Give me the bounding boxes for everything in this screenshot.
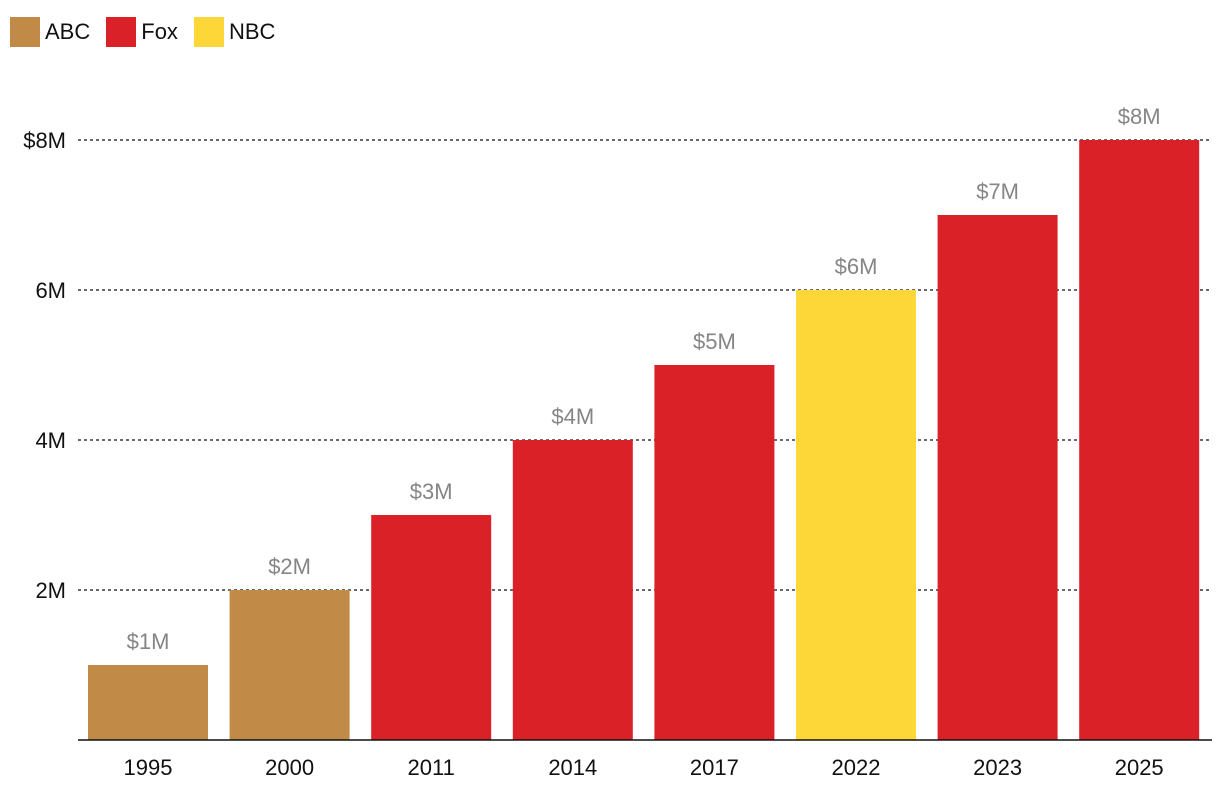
legend-item-fox: Fox — [106, 17, 178, 47]
bar-2023 — [937, 215, 1058, 740]
value-label: $3M — [410, 479, 453, 504]
legend-label-abc: ABC — [45, 19, 91, 44]
bar-1995 — [88, 665, 208, 740]
legend: ABC Fox NBC — [10, 17, 291, 47]
value-label: $8M — [1118, 104, 1161, 129]
x-tick-label: 2014 — [548, 755, 597, 780]
x-tick-label: 2017 — [690, 755, 739, 780]
x-tick-label: 2023 — [973, 755, 1022, 780]
bar-2025 — [1079, 140, 1200, 740]
x-tick-label: 1995 — [124, 755, 173, 780]
y-tick-label: 4M — [35, 428, 66, 453]
value-label: $2M — [268, 554, 311, 579]
legend-label-fox: Fox — [141, 19, 178, 44]
value-label: $6M — [835, 254, 878, 279]
bar-2014 — [512, 440, 633, 740]
value-label: $7M — [976, 179, 1019, 204]
x-tick-label: 2022 — [832, 755, 881, 780]
legend-swatch-nbc — [193, 17, 224, 47]
bar-2022 — [796, 290, 916, 740]
legend-item-abc: ABC — [10, 17, 90, 47]
legend-item-nbc: NBC — [193, 17, 276, 47]
bar-2011 — [371, 515, 492, 740]
x-tick-label: 2000 — [265, 755, 314, 780]
y-tick-label: 6M — [35, 278, 66, 303]
value-label: $4M — [551, 404, 594, 429]
legend-swatch-fox — [106, 17, 137, 47]
legend-label-nbc: NBC — [228, 19, 276, 44]
y-tick-label: 2M — [35, 578, 66, 603]
value-label: $5M — [693, 329, 736, 354]
y-tick-label: $8M — [23, 128, 66, 153]
x-tick-label: 2025 — [1115, 755, 1164, 780]
bar-2017 — [654, 365, 775, 740]
value-label: $1M — [127, 629, 170, 654]
bar-2000 — [229, 590, 350, 740]
legend-swatch-abc — [10, 17, 40, 47]
x-tick-label: 2011 — [408, 755, 455, 780]
